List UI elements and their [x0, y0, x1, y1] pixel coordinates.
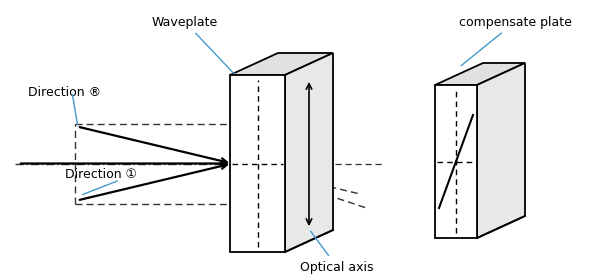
Text: compensate plate: compensate plate	[458, 15, 571, 66]
Text: Waveplate: Waveplate	[152, 15, 238, 78]
Polygon shape	[230, 53, 333, 75]
Polygon shape	[435, 63, 525, 85]
Polygon shape	[477, 63, 525, 238]
Text: Direction ®: Direction ®	[28, 85, 101, 99]
Polygon shape	[435, 85, 477, 238]
Polygon shape	[230, 75, 285, 252]
Text: Direction ①: Direction ①	[65, 169, 137, 181]
Polygon shape	[285, 53, 333, 252]
Text: Optical axis: Optical axis	[300, 231, 374, 274]
